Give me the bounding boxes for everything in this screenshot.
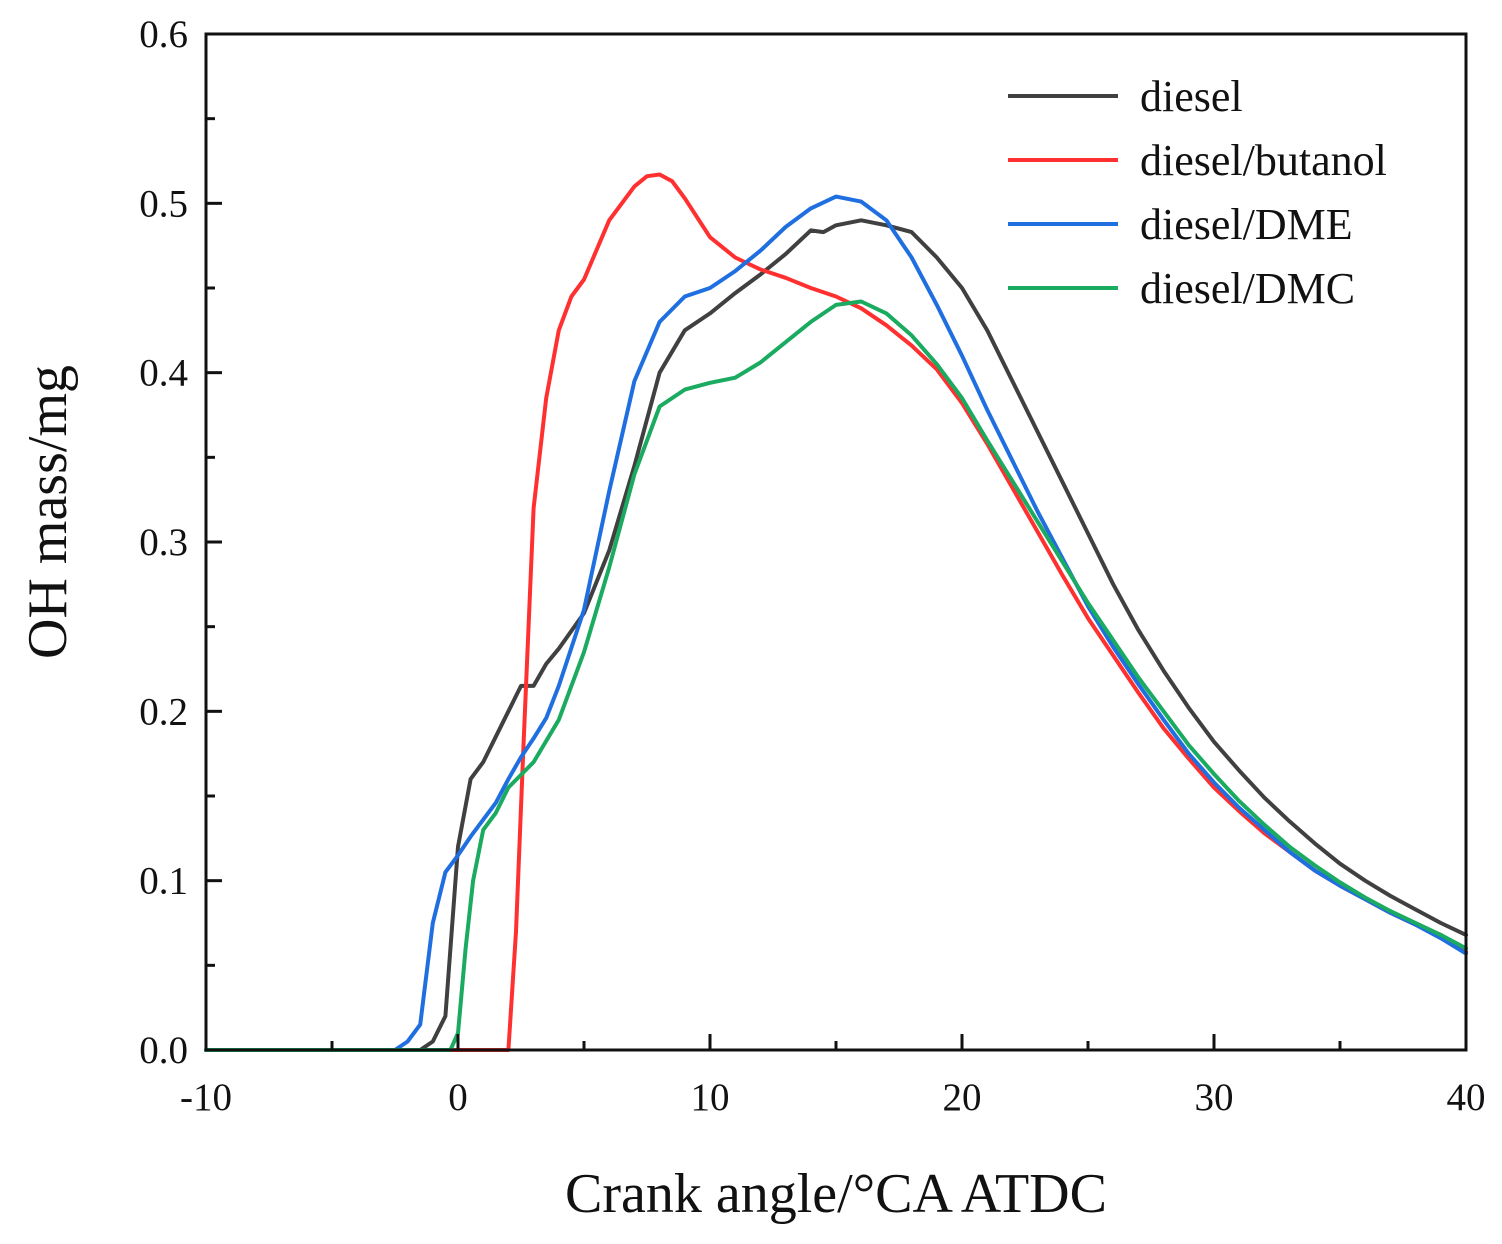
plot-frame — [204, 32, 1468, 1052]
x-tick-label: 40 — [1447, 1076, 1486, 1119]
legend-label-diesel-dmc: diesel/DMC — [1140, 264, 1355, 313]
y-axis-title: OH mass/mg — [17, 365, 79, 659]
legend-label-diesel-dme: diesel/DME — [1140, 200, 1353, 249]
series-line-diesel-dme — [204, 194, 1468, 1052]
y-tick-label: 0.2 — [139, 690, 188, 733]
series-line-diesel-dmc — [204, 299, 1468, 1052]
x-tick-label: 20 — [943, 1076, 982, 1119]
y-tick-label: 0.6 — [139, 13, 188, 56]
x-tick-label: 10 — [691, 1076, 730, 1119]
series-layer — [204, 172, 1468, 1052]
x-axis-title: Crank angle/°CA ATDC — [565, 1163, 1107, 1225]
y-tick-label: 0.4 — [139, 352, 188, 395]
ticks-layer: -10 0 10 20 30 40 0.0 0.1 0.2 0.3 0.4 0.5 0.6 — [139, 13, 1485, 1119]
x-tick-label: -10 — [180, 1076, 232, 1119]
x-tick-label: 0 — [448, 1076, 468, 1119]
legend: diesel diesel/butanol diesel/DME diesel/DMC — [1008, 72, 1387, 313]
legend-label-diesel: diesel — [1140, 72, 1243, 121]
y-tick-label: 0.3 — [139, 521, 188, 564]
x-tick-label: 30 — [1195, 1076, 1234, 1119]
legend-label-diesel-butanol: diesel/butanol — [1140, 136, 1387, 185]
y-tick-label: 0.5 — [139, 182, 188, 225]
series-line-diesel — [204, 218, 1468, 1052]
axes-layer — [204, 32, 1468, 1052]
y-tick-label: 0.1 — [139, 860, 188, 903]
y-tick-label: 0.0 — [139, 1029, 188, 1072]
